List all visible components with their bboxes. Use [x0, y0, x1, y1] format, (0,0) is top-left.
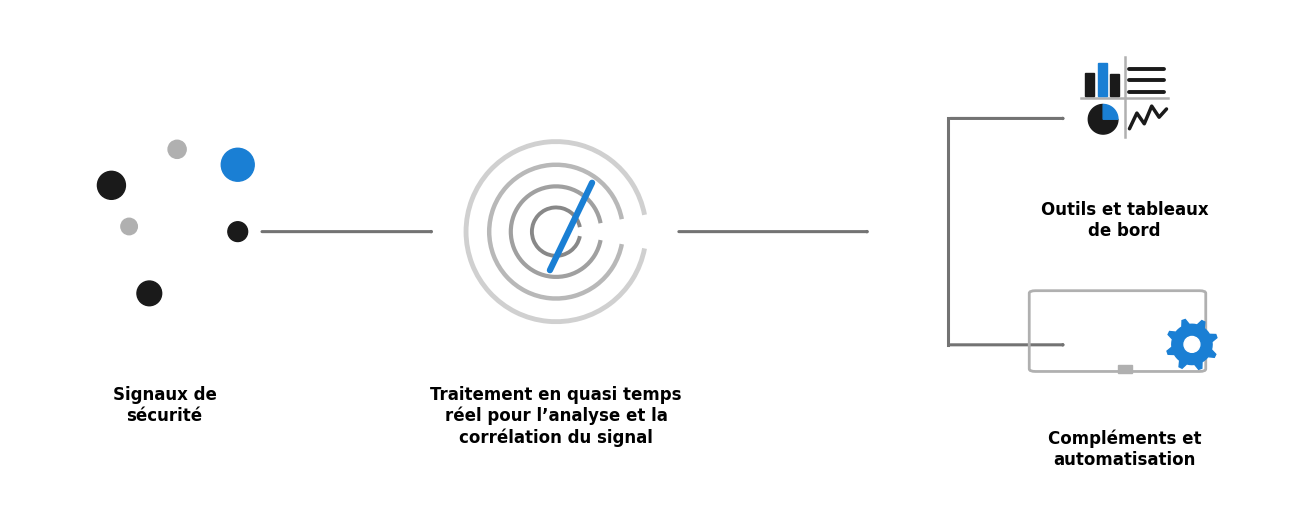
Ellipse shape [222, 148, 254, 181]
Bar [1118, 365, 1132, 373]
Bar [1098, 63, 1107, 96]
Ellipse shape [1185, 337, 1200, 352]
Polygon shape [1103, 104, 1118, 119]
Ellipse shape [121, 218, 138, 235]
Polygon shape [1167, 320, 1217, 370]
Bar [1085, 73, 1094, 96]
Ellipse shape [168, 140, 186, 159]
Bar [1110, 75, 1119, 96]
Text: Compléments et
automatisation: Compléments et automatisation [1048, 429, 1201, 469]
Polygon shape [1088, 104, 1118, 134]
Text: Signaux de
sécurité: Signaux de sécurité [112, 386, 217, 425]
Ellipse shape [228, 222, 247, 242]
Ellipse shape [98, 171, 125, 200]
Ellipse shape [137, 281, 161, 306]
Text: Outils et tableaux
de bord: Outils et tableaux de bord [1040, 201, 1208, 239]
Text: Traitement en quasi temps
réel pour l’analyse et la
corrélation du signal: Traitement en quasi temps réel pour l’an… [431, 386, 682, 447]
